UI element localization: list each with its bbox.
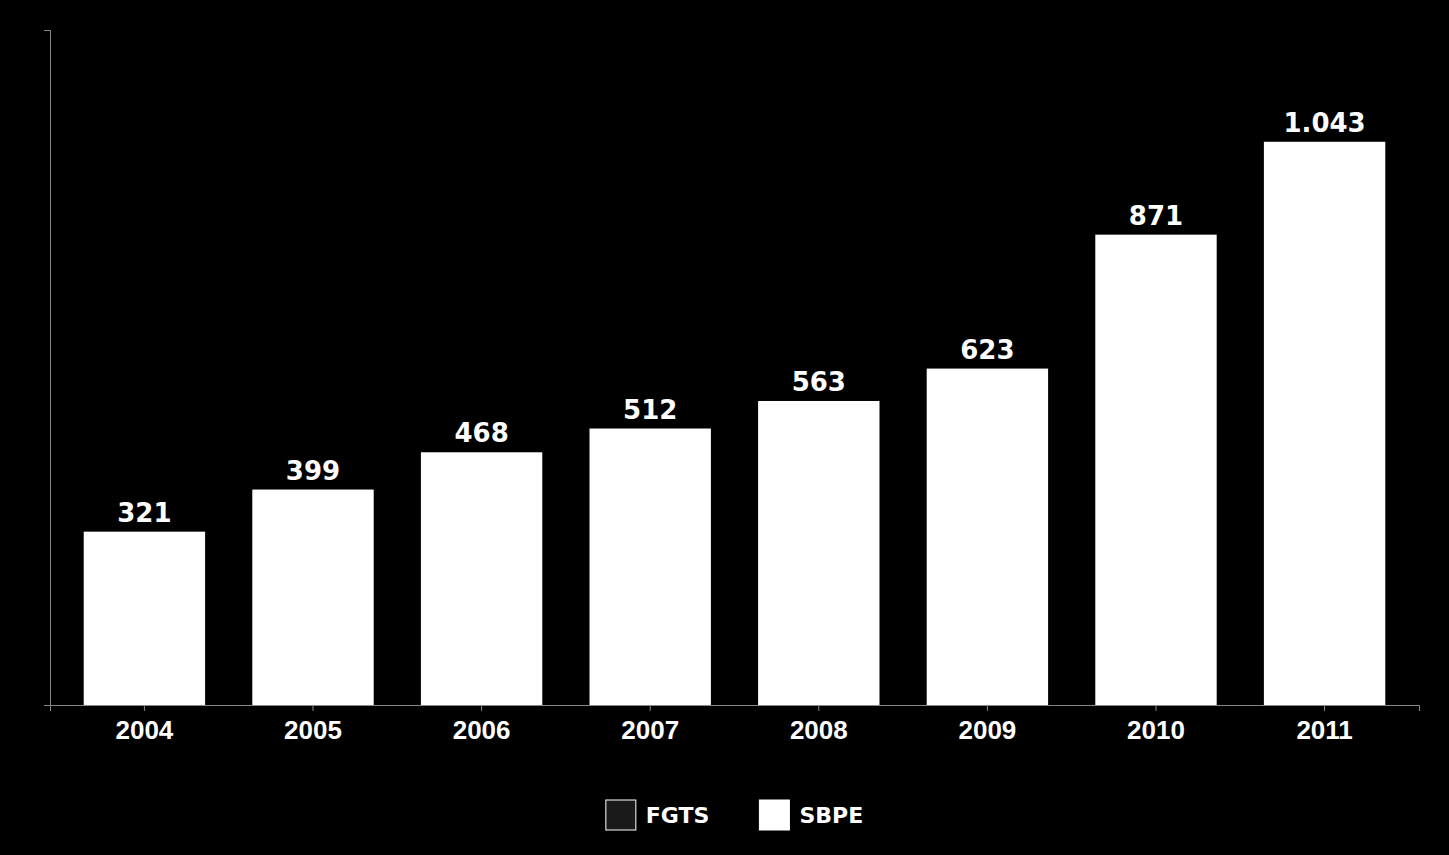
data-label: 563 [792,367,846,397]
data-label: 1.043 [1283,108,1365,138]
bar [252,490,373,705]
bar [758,401,879,705]
chart-svg: 2004 2005 2006 2007 2008 2009 2010 2011 321 399 46… [0,0,1449,855]
legend-item: FGTS [606,800,710,830]
data-label: 321 [117,498,171,528]
plot-area: 2004 2005 2006 2007 2008 2009 2010 2011 321 399 46… [44,31,1420,746]
y-axis [44,31,51,706]
x-tick: 2009 [958,705,1016,745]
x-tick: 2007 [621,705,679,745]
bar [1264,142,1385,705]
x-tick: 2011 [1296,705,1352,745]
x-tick-mark [650,705,651,711]
x-tick-label: 2010 [1127,715,1185,745]
legend-item: SBPE [759,800,863,830]
bar [84,532,205,705]
data-label: 399 [286,456,340,486]
bars [84,142,1386,705]
x-tick-mark [313,705,314,711]
x-tick-mark [987,705,988,711]
x-tick-label: 2007 [621,715,679,745]
x-tick: 2004 [115,705,173,745]
x-tick-label: 2009 [958,715,1016,745]
x-axis: 2004 2005 2006 2007 2008 2009 2010 2011 [51,705,1420,745]
legend-swatch [606,800,636,830]
x-tick: 2010 [1127,705,1185,745]
legend-swatch [759,800,789,830]
x-tick: 2006 [453,705,511,745]
data-label: 468 [454,418,508,448]
x-tick-label: 2004 [115,715,173,745]
x-tick-mark [1155,705,1156,711]
bar [421,452,542,705]
y-axis-line [44,31,51,706]
x-tick-mark [818,705,819,711]
x-tick: 2005 [284,705,342,745]
x-tick-mark [1324,705,1325,711]
bar [1095,235,1216,705]
x-tick-label: 2011 [1296,715,1352,745]
bar [590,429,711,705]
x-tick-mark [481,705,482,711]
data-label: 623 [960,335,1014,365]
data-labels: 321 399 468 512 563 623 871 1.043 [117,108,1365,528]
x-axis-line [51,706,1420,712]
x-tick-mark [144,705,145,711]
legend-label: SBPE [799,803,863,828]
x-tick-label: 2006 [453,715,511,745]
legend-label: FGTS [646,803,710,828]
bar [927,369,1048,705]
data-label: 512 [623,395,677,425]
x-tick-label: 2008 [790,715,848,745]
legend: FGTS SBPE [606,800,863,830]
data-label: 871 [1129,201,1183,231]
x-tick-label: 2005 [284,715,342,745]
x-tick: 2008 [790,705,848,745]
